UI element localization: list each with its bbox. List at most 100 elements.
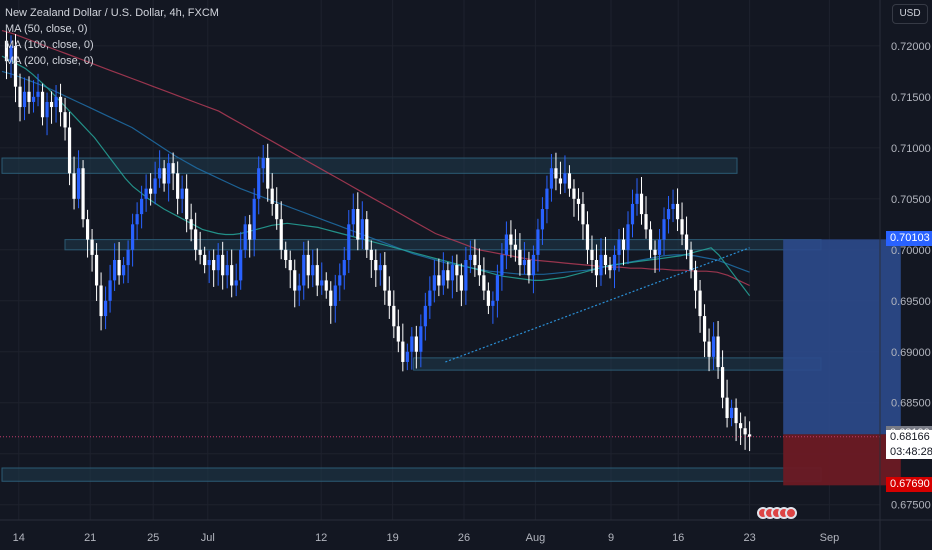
candle-body bbox=[612, 254, 617, 271]
candle-body bbox=[99, 285, 103, 317]
candle-body bbox=[279, 219, 283, 250]
candle-body bbox=[149, 188, 153, 194]
indicator-ma50[interactable]: MA (50, close, 0) bbox=[5, 23, 88, 35]
candle-body bbox=[333, 285, 337, 306]
candle-body bbox=[112, 260, 117, 281]
x-tick-label: 9 bbox=[608, 532, 614, 544]
long-position-tool[interactable] bbox=[783, 239, 901, 486]
candle-body bbox=[459, 275, 463, 291]
candle-body bbox=[545, 188, 549, 210]
candle-body bbox=[581, 203, 585, 225]
target-price-tag: 0.70103 bbox=[886, 231, 932, 247]
candle-body bbox=[76, 168, 81, 199]
candle-body bbox=[572, 188, 576, 199]
candle-body bbox=[743, 428, 747, 435]
candle-body bbox=[126, 249, 130, 266]
candle-body bbox=[527, 260, 531, 276]
candle-body bbox=[144, 188, 148, 199]
candle-body bbox=[684, 234, 689, 250]
stop-price-tag: 0.67690 bbox=[886, 477, 932, 493]
x-tick-label: 23 bbox=[743, 532, 755, 544]
candle-body bbox=[72, 173, 76, 199]
candle-body bbox=[482, 275, 486, 291]
candle-body bbox=[252, 198, 256, 240]
candle-body bbox=[306, 254, 310, 276]
candle-body bbox=[9, 45, 13, 62]
candle-body bbox=[158, 168, 162, 179]
candle-body bbox=[58, 96, 63, 113]
candle-body bbox=[446, 270, 450, 281]
candle-body bbox=[594, 260, 599, 276]
candle-body bbox=[153, 178, 157, 194]
candle-body bbox=[81, 168, 85, 220]
candle-body bbox=[392, 305, 396, 327]
candle-body bbox=[230, 265, 234, 286]
candle-body bbox=[13, 45, 18, 87]
candle-body bbox=[441, 270, 445, 286]
ma50-line bbox=[1, 55, 751, 297]
candle-body bbox=[324, 280, 328, 291]
candle-body bbox=[657, 239, 662, 255]
candle-body bbox=[221, 254, 225, 276]
x-tick-label: 25 bbox=[147, 532, 159, 544]
candle-body bbox=[626, 224, 630, 250]
y-tick-label: 0.68500 bbox=[891, 398, 931, 410]
candle-body bbox=[698, 290, 702, 317]
candle-body bbox=[257, 168, 261, 199]
x-tick-label: Sep bbox=[820, 532, 840, 544]
time-axis[interactable]: 14 21 25 Jul 12 19 26 Aug 9 16 23 Sep bbox=[0, 519, 932, 544]
x-tick-label: 26 bbox=[458, 532, 470, 544]
target-zone bbox=[783, 239, 901, 435]
candle-body bbox=[284, 249, 288, 260]
candle-body bbox=[351, 209, 355, 225]
candle-body bbox=[189, 219, 193, 230]
x-tick-label: Aug bbox=[526, 532, 546, 544]
candle-body bbox=[347, 224, 351, 260]
candle-body bbox=[49, 101, 54, 108]
y-tick-label: 0.72000 bbox=[891, 41, 931, 53]
candle-body bbox=[67, 127, 72, 174]
candle-body bbox=[734, 407, 738, 424]
candle-body bbox=[455, 265, 459, 276]
candle-body bbox=[729, 407, 734, 419]
x-tick-label: 19 bbox=[386, 532, 398, 544]
candle-body bbox=[315, 265, 319, 286]
x-tick-label: 21 bbox=[84, 532, 96, 544]
last-price-tag: 0.68166 bbox=[886, 429, 932, 446]
candle-body bbox=[239, 249, 243, 281]
candle-body bbox=[423, 305, 427, 327]
candle-body bbox=[378, 265, 382, 271]
candle-body bbox=[167, 163, 171, 184]
candle-body bbox=[725, 397, 729, 419]
candle-body bbox=[387, 290, 391, 306]
candle-body bbox=[288, 260, 292, 271]
currency-button[interactable]: USD bbox=[892, 4, 928, 24]
candle-body bbox=[131, 224, 135, 250]
candle-body bbox=[320, 280, 324, 286]
candle-body bbox=[671, 203, 675, 210]
candle-body bbox=[212, 260, 216, 271]
candle-body bbox=[36, 91, 40, 97]
flag-icon[interactable] bbox=[785, 507, 797, 519]
candle-body bbox=[486, 290, 490, 306]
ma200-line bbox=[1, 30, 750, 287]
candle-body bbox=[554, 168, 558, 179]
candle-body bbox=[121, 265, 126, 276]
candle-body bbox=[40, 91, 45, 118]
candle-body bbox=[275, 203, 279, 220]
symbol-title[interactable]: New Zealand Dollar / U.S. Dollar, 4h, FX… bbox=[5, 7, 219, 19]
candle-body bbox=[203, 254, 207, 266]
candle-body bbox=[662, 219, 666, 240]
candle-body bbox=[549, 168, 554, 189]
candle-body bbox=[90, 239, 94, 255]
candle-body bbox=[567, 173, 572, 189]
indicator-ma100[interactable]: MA (100, close, 0) bbox=[5, 39, 94, 51]
x-tick-label: 16 bbox=[672, 532, 684, 544]
candle-body bbox=[491, 300, 495, 306]
indicator-ma200[interactable]: MA (200, close, 0) bbox=[5, 55, 94, 67]
candle-body bbox=[31, 96, 36, 102]
y-tick-label: 0.70000 bbox=[891, 245, 931, 257]
candle-body bbox=[410, 336, 414, 352]
